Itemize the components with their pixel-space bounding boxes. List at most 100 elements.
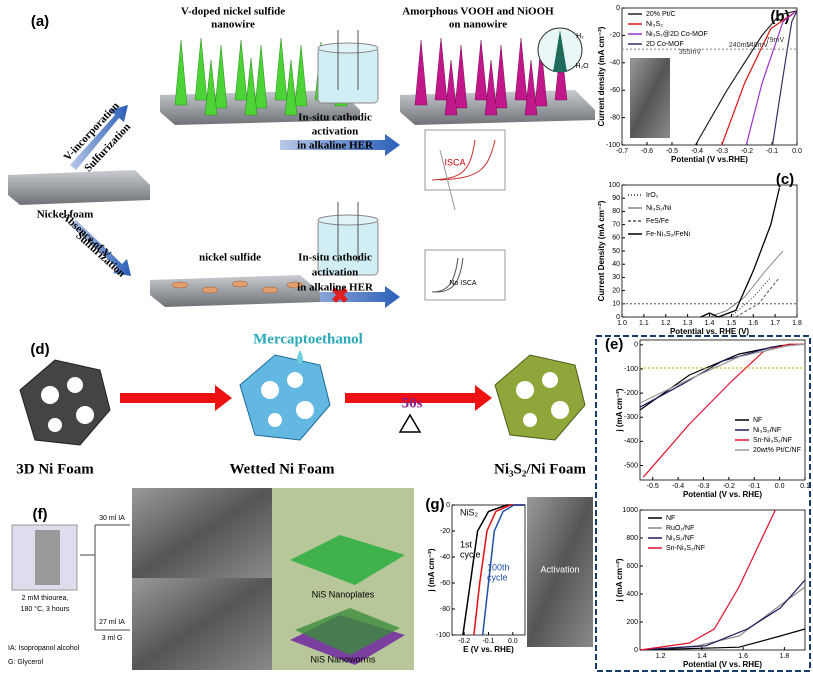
y-tick-label: 0 <box>634 647 638 654</box>
legend-label: NF <box>753 417 762 424</box>
label: V-incorporation <box>61 100 121 163</box>
y-tick-label: 20 <box>612 287 620 294</box>
curve-schematic <box>721 10 798 146</box>
curve-schematic <box>639 586 806 651</box>
label: In-situ cathodic <box>298 112 372 124</box>
x-tick-label: 0.0 <box>508 638 518 645</box>
y-axis-label: j (mA cm⁻²) <box>427 548 436 592</box>
x-tick-label: -0.1 <box>482 638 494 645</box>
x-tick-label: -0.1 <box>748 483 760 490</box>
curve-schematic <box>481 504 525 636</box>
curve-schematic <box>771 10 798 146</box>
label: 1st <box>460 539 473 549</box>
curve-schematic <box>642 343 805 478</box>
label: nanowire <box>211 19 255 31</box>
legend-label: FeS/Fe <box>646 218 669 225</box>
x-tick-label: 1.0 <box>617 320 627 327</box>
y-tick-label: 100 <box>608 182 620 189</box>
label: NiS Nanoplates <box>312 589 375 599</box>
label: No ISCA <box>449 280 477 287</box>
legend-label: Ni₃S₂ <box>646 21 663 28</box>
panel-label: (f) <box>33 506 48 523</box>
label: 3D Ni Foam <box>16 461 94 477</box>
y-tick-label: -100 <box>624 366 638 373</box>
x-tick-label: -0.5 <box>647 483 659 490</box>
y-tick-label: 60 <box>612 235 620 242</box>
y-tick-label: 50 <box>612 248 620 255</box>
legend-label: Ni₃S₂/Ni <box>646 205 672 212</box>
y-axis-label: j (mA cm⁻²) <box>615 558 624 602</box>
legend-label: NF <box>666 515 675 522</box>
label: Amorphous VOOH and NiOOH <box>402 6 554 18</box>
panel-g-art <box>527 497 593 647</box>
annotation: 240mV <box>729 42 752 49</box>
y-axis-label: j (mA cm⁻²) <box>615 388 624 432</box>
x-tick-label: -0.2 <box>741 148 753 155</box>
y-tick-label: -100 <box>606 142 620 149</box>
panel-f-art <box>11 488 414 670</box>
x-tick-label: -0.1 <box>766 148 778 155</box>
y-tick-label: 40 <box>612 261 620 268</box>
y-tick-label: -200 <box>624 390 638 397</box>
x-tick-label: 1.6 <box>738 653 748 660</box>
panel-a-art: ✖ <box>8 27 595 308</box>
x-tick-label: 0.0 <box>775 483 785 490</box>
x-tick-label: -0.6 <box>641 148 653 155</box>
y-tick-label: -80 <box>610 114 620 121</box>
x-tick-label: -0.7 <box>616 148 628 155</box>
x-tick-label: 1.4 <box>705 320 715 327</box>
legend-label: 2D Co-MOF <box>646 41 684 48</box>
y-tick-label: -60 <box>440 580 450 587</box>
x-axis-label: Potential (V vs. RHE) <box>683 660 762 669</box>
legend-label: RuO₂/NF <box>666 525 694 532</box>
y-tick-label: 70 <box>612 221 620 228</box>
annotation: 140mV <box>746 42 769 49</box>
curve-schematic <box>709 250 784 318</box>
panel-label: (g) <box>425 496 444 513</box>
panel-label: (a) <box>31 13 49 30</box>
label: G: Glycerol <box>8 659 43 666</box>
panel-label: (c) <box>776 171 794 188</box>
label: activation <box>312 126 358 138</box>
annotation: 355mV <box>679 49 702 56</box>
label: Wetted Ni Foam <box>230 461 335 477</box>
y-tick-label: 200 <box>626 619 638 626</box>
y-tick-label: 10 <box>612 301 620 308</box>
legend-label: Sn-Ni₃S₂/NF <box>753 437 792 444</box>
label: 50s <box>402 395 423 411</box>
x-tick-label: 0.0 <box>792 148 802 155</box>
y-tick-label: 30 <box>612 274 620 281</box>
x-tick-label: 0.1 <box>800 483 810 490</box>
x-tick-label: -0.2 <box>458 638 470 645</box>
cross-icon: ✖ <box>331 283 349 308</box>
label: In-situ cathodic <box>298 252 372 264</box>
label: nickel sulfide <box>199 252 261 264</box>
x-tick-label: 1.1 <box>639 320 649 327</box>
x-tick-label: 1.7 <box>770 320 780 327</box>
label: 2 mM thiourea, <box>22 595 69 602</box>
legend-label: Sn-Ni₃S₂/NF <box>666 545 705 552</box>
curve-schematic <box>639 343 806 408</box>
panel-label: (e) <box>605 336 623 353</box>
y-tick-label: 80 <box>612 208 620 215</box>
x-tick-label: 1.8 <box>780 653 790 660</box>
y-tick-label: -400 <box>624 438 638 445</box>
legend-label: Ni₃S₂/NF <box>753 427 781 434</box>
label: NiS₂ <box>460 507 479 517</box>
label: 3 ml G <box>102 635 123 642</box>
panel-label: (d) <box>30 341 49 358</box>
annotation: 79mV <box>766 37 785 44</box>
x-tick-label: -0.3 <box>697 483 709 490</box>
label: Mercaptoethanol <box>253 331 363 347</box>
label: 180 °C, 3 hours <box>21 605 70 613</box>
x-tick-label: 1.5 <box>727 320 737 327</box>
legend-label: Fe-Ni₃S₂/FeNi <box>646 231 691 238</box>
y-tick-label: -20 <box>610 32 620 39</box>
y-tick-label: -500 <box>624 462 638 469</box>
curve-schematic <box>700 187 781 318</box>
x-axis-label: Potential (V vs. RHE) <box>683 490 762 499</box>
label: 100th <box>487 562 510 572</box>
x-tick-label: 1.3 <box>683 320 693 327</box>
x-tick-label: -0.3 <box>716 148 728 155</box>
label: Activation <box>540 564 579 574</box>
